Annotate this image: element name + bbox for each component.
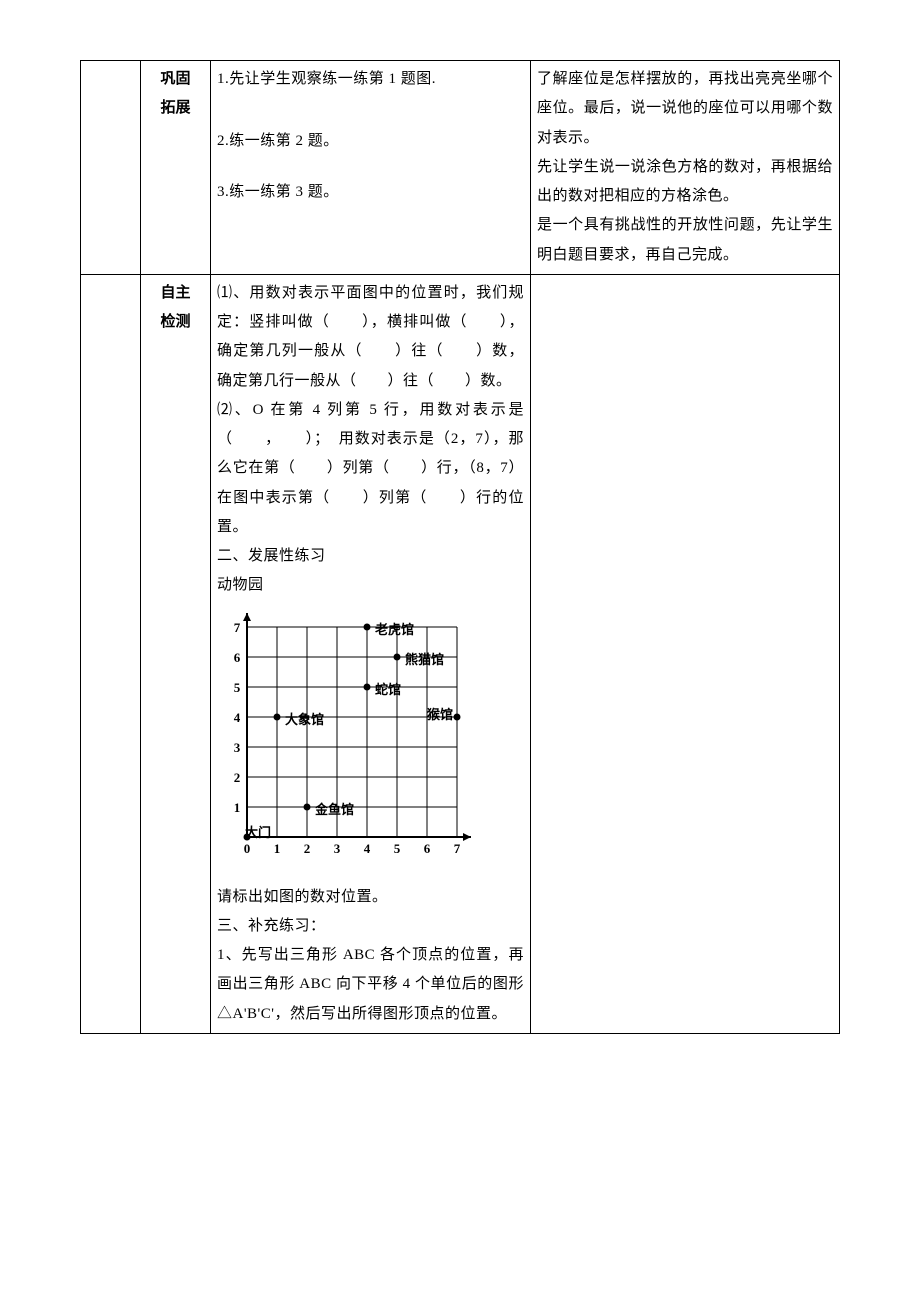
row2-label-line1: 自主: [147, 279, 204, 308]
row2-sec3-q1: 1、先写出三角形 ABC 各个顶点的位置，再画出三角形 ABC 向下平移 4 个…: [217, 941, 524, 1029]
row1-c4-p3: 是一个具有挑战性的开放性问题，先让学生明白题目要求，再自己完成。: [537, 211, 833, 270]
row1-c4-p1: 了解座位是怎样摆放的，再找出亮亮坐哪个座位。最后，说一说他的座位可以用哪个数对表…: [537, 65, 833, 153]
row2-col3: ⑴、用数对表示平面图中的位置时，我们规定：竖排叫做（ ），横排叫做（ ），确定第…: [211, 274, 531, 1033]
row-consolidate: 巩固 拓展 1.先让学生观察练一练第 1 题图. 2.练一练第 2 题。 3.练…: [81, 61, 840, 275]
svg-text:大门: 大门: [245, 825, 271, 840]
row2-sec3-title: 三、补充练习：: [217, 912, 524, 941]
svg-text:熊猫馆: 熊猫馆: [405, 652, 444, 667]
row1-c4-p2: 先让学生说一说涂色方格的数对，再根据给出的数对把相应的方格涂色。: [537, 153, 833, 212]
row-selftest: 自主 检测 ⑴、用数对表示平面图中的位置时，我们规定：竖排叫做（ ），横排叫做（…: [81, 274, 840, 1033]
svg-text:5: 5: [234, 680, 241, 695]
svg-text:2: 2: [234, 770, 241, 785]
spacer: [217, 94, 524, 127]
blank-cell-1: [81, 61, 141, 275]
row2-label-line2: 检测: [147, 308, 204, 337]
svg-text:金鱼馆: 金鱼馆: [314, 802, 354, 817]
zoo-grid-svg: 0 1 2 3 4 5 6 7 1 2 3 4 5 6 7 大门 金鱼馆 大象馆 蛇馆 老虎馆熊猫馆猴馆: [217, 607, 512, 877]
svg-text:5: 5: [394, 841, 401, 856]
row2-q1: ⑴、用数对表示平面图中的位置时，我们规定：竖排叫做（ ），横排叫做（ ），确定第…: [217, 279, 524, 396]
row1-c3-l2: 2.练一练第 2 题。: [217, 127, 524, 156]
svg-text:3: 3: [334, 841, 341, 856]
lesson-plan-table: 巩固 拓展 1.先让学生观察练一练第 1 题图. 2.练一练第 2 题。 3.练…: [80, 60, 840, 1034]
row2-sec2-sub: 动物园: [217, 571, 524, 600]
spacer: [217, 157, 524, 178]
svg-text:大象馆: 大象馆: [285, 712, 324, 727]
row2-sec2-title: 二、发展性练习: [217, 542, 524, 571]
row1-col3: 1.先让学生观察练一练第 1 题图. 2.练一练第 2 题。 3.练一练第 3 …: [211, 61, 531, 275]
svg-text:4: 4: [234, 710, 241, 725]
svg-text:3: 3: [234, 740, 241, 755]
row1-c3-l3: 3.练一练第 3 题。: [217, 178, 524, 207]
row1-label-line1: 巩固: [147, 65, 204, 94]
svg-text:6: 6: [234, 650, 241, 665]
row1-label-line2: 拓展: [147, 94, 204, 123]
svg-text:老虎馆: 老虎馆: [374, 622, 414, 637]
svg-text:0: 0: [244, 841, 251, 856]
row1-c3-l1: 1.先让学生观察练一练第 1 题图.: [217, 65, 524, 94]
svg-text:7: 7: [454, 841, 461, 856]
row2-q2: ⑵、O 在第 4 列第 5 行，用数对表示是（ ， ）； 用数对表示是（2，7）…: [217, 396, 524, 542]
row2-col4: [531, 274, 840, 1033]
svg-text:1: 1: [234, 800, 241, 815]
svg-text:4: 4: [364, 841, 371, 856]
blank-cell-2: [81, 274, 141, 1033]
row1-label-cell: 巩固 拓展: [141, 61, 211, 275]
row2-label-cell: 自主 检测: [141, 274, 211, 1033]
row2-sec2-after: 请标出如图的数对位置。: [217, 883, 524, 912]
zoo-grid-diagram: 0 1 2 3 4 5 6 7 1 2 3 4 5 6 7 大门 金鱼馆 大象馆 蛇馆 老虎馆熊猫馆猴馆: [217, 607, 524, 877]
svg-text:1: 1: [274, 841, 281, 856]
svg-text:2: 2: [304, 841, 311, 856]
svg-text:蛇馆: 蛇馆: [375, 682, 401, 697]
row1-col4: 了解座位是怎样摆放的，再找出亮亮坐哪个座位。最后，说一说他的座位可以用哪个数对表…: [531, 61, 840, 275]
svg-text:7: 7: [234, 620, 241, 635]
svg-text:6: 6: [424, 841, 431, 856]
svg-text:猴馆: 猴馆: [427, 707, 453, 722]
